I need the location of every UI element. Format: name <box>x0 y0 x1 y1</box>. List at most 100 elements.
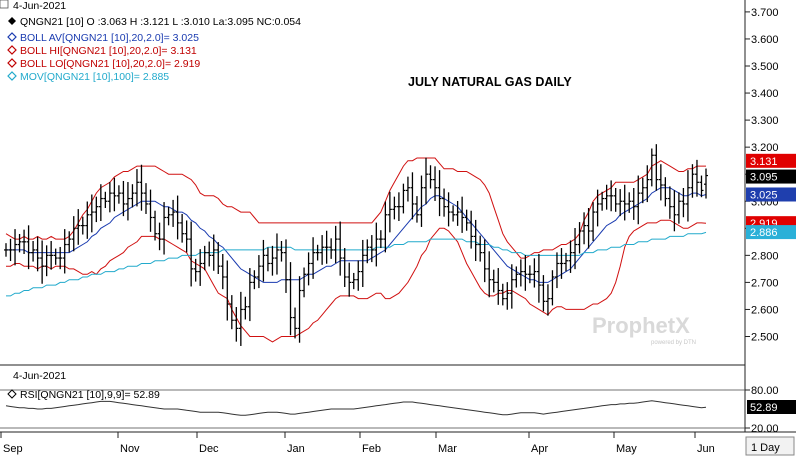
price-bar <box>306 252 311 286</box>
price-bar <box>153 210 158 241</box>
price-bar <box>311 237 316 279</box>
price-bar <box>89 194 94 233</box>
price-bar <box>62 229 67 274</box>
price-bar <box>640 177 645 204</box>
legend-entry: BOLL AV[QNGN21 [10],20,2.0]= 3.025 <box>20 32 199 44</box>
price-bar <box>365 239 370 264</box>
price-bar <box>107 182 112 213</box>
price-bar <box>13 229 18 266</box>
price-bar <box>442 188 447 217</box>
diamond-icon <box>8 17 16 25</box>
header-date: 4-Jun-2021 <box>13 0 66 12</box>
x-tick-label: Jan <box>287 443 305 455</box>
price-bar <box>31 241 36 262</box>
rsi-tick-label: 80.00 <box>751 385 779 397</box>
price-bar <box>374 222 379 267</box>
price-bar <box>17 233 22 253</box>
price-bar <box>148 189 153 232</box>
price-bar <box>505 282 510 310</box>
price-bar <box>536 253 541 303</box>
price-bar <box>252 270 257 290</box>
price-bar <box>564 252 568 272</box>
rsi-legend: RSI[QNGN21 [10],9,9]= 52.89 <box>20 389 160 401</box>
price-bar <box>202 245 207 271</box>
price-bar <box>112 177 117 212</box>
price-bar <box>392 196 397 220</box>
price-bar <box>460 196 465 233</box>
price-bar <box>225 260 230 321</box>
price-bar <box>618 189 623 217</box>
y-tick-label: 2.600 <box>751 304 779 316</box>
x-tick-label: Apr <box>531 443 548 455</box>
legend-diamond-icon <box>7 58 17 68</box>
y-tick-label: 3.200 <box>751 142 779 154</box>
interval-button[interactable] <box>745 436 795 456</box>
price-bar <box>586 208 591 249</box>
price-bar <box>130 184 135 208</box>
price-bar <box>279 241 284 262</box>
price-bar <box>704 168 708 199</box>
price-bar <box>487 251 492 298</box>
price-bar <box>356 260 361 291</box>
y-tick-label: 3.700 <box>751 7 779 19</box>
price-bar <box>293 307 298 339</box>
legend-diamond-icon <box>7 71 17 81</box>
price-bar <box>184 220 189 253</box>
price-bar <box>405 176 410 202</box>
price-bar <box>663 177 668 207</box>
price-bar <box>541 275 546 312</box>
price-bar <box>532 258 537 288</box>
price-bar <box>144 183 148 214</box>
price-bars <box>4 144 708 346</box>
y-tick-label: 3.500 <box>751 61 779 73</box>
price-bar <box>297 276 302 343</box>
price-bar <box>568 240 573 273</box>
panel-corner-handle[interactable] <box>0 0 9 9</box>
price-bar <box>211 234 216 271</box>
price-bar <box>338 221 343 276</box>
y-tick-label: 2.500 <box>751 332 779 344</box>
price-bar <box>387 191 392 233</box>
price-bar <box>518 259 523 287</box>
price-bar <box>631 187 636 220</box>
x-tick-label: May <box>616 443 637 455</box>
price-bar <box>302 267 307 298</box>
price-bar <box>396 192 401 221</box>
x-tick-label: Feb <box>362 443 381 455</box>
x-tick-label: Sep <box>3 443 23 455</box>
svg-text:3.095: 3.095 <box>750 172 778 184</box>
x-tick-label: Mar <box>438 443 457 455</box>
price-bar <box>35 236 40 272</box>
price-bar <box>527 265 532 284</box>
price-bar <box>604 184 609 210</box>
price-bar <box>351 272 356 290</box>
price-bar <box>333 225 338 264</box>
legend-entry: BOLL HI[QNGN21 [10],20,2.0]= 3.131 <box>20 45 197 57</box>
svg-text:3.131: 3.131 <box>750 156 778 168</box>
price-bar <box>166 206 171 226</box>
price-bar <box>428 165 433 189</box>
price-bar <box>288 262 293 336</box>
svg-text:2.886: 2.886 <box>750 227 778 239</box>
legend-diamond-icon <box>7 45 17 55</box>
price-bar <box>26 225 31 270</box>
price-tag: 3.095 <box>746 169 796 184</box>
series-mov <box>6 231 707 297</box>
price-bar <box>681 187 686 218</box>
price-bar <box>229 295 234 330</box>
price-bar <box>627 192 632 213</box>
price-bar <box>76 209 81 245</box>
price-bar <box>342 248 347 287</box>
price-bar <box>496 268 501 305</box>
series-boll-av <box>6 187 707 283</box>
price-bar <box>473 219 478 262</box>
price-bar <box>98 184 103 221</box>
rsi-value-tag: 52.89 <box>750 402 778 414</box>
price-bar <box>44 245 49 277</box>
price-bar <box>8 238 13 262</box>
price-bar <box>609 180 614 212</box>
watermark-brand: ProphetX <box>592 313 690 338</box>
price-bar <box>419 175 424 227</box>
